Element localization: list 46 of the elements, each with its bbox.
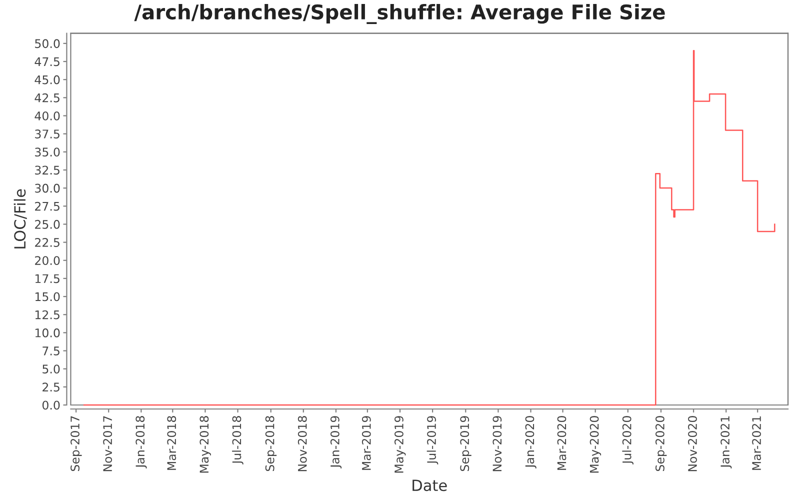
x-tick-label: Nov-2018: [298, 416, 307, 472]
x-tick-label: Nov-2017: [103, 416, 112, 472]
y-tick-label: 30.0: [35, 184, 60, 193]
x-tick-label: Jan-2020: [525, 416, 536, 468]
x-tick-label: Jan-2019: [330, 416, 342, 468]
y-tick-label: 47.5: [34, 57, 60, 66]
y-tick-label: 2.5: [42, 382, 60, 392]
y-tick-label: 42.5: [34, 93, 60, 102]
y-tick-label: 20.0: [35, 256, 60, 266]
x-tick-label: Jan-2021: [720, 416, 732, 468]
y-tick-label: 15.0: [35, 292, 60, 302]
y-tick-label: 17.5: [35, 274, 60, 284]
x-tick-label: Mar-2019: [362, 416, 371, 470]
x-tick-label: Sep-2019: [460, 416, 472, 472]
y-tick-label: 10.0: [35, 328, 60, 338]
y-tick-label: 25.0: [35, 220, 60, 229]
y-tick-label: 12.5: [35, 310, 60, 320]
y-tick-label: 27.5: [35, 202, 60, 211]
x-axis-title: Date: [412, 480, 447, 492]
y-tick-label: 5.0: [42, 364, 60, 374]
x-tick-label: May-2018: [200, 416, 211, 473]
y-tick-label: 35.0: [35, 148, 60, 157]
x-tick-label: Sep-2018: [265, 416, 277, 472]
x-tick-label: Jul-2019: [426, 416, 438, 464]
chart-title: /arch/branches/Spell_shuffle: Average File Size: [134, 4, 665, 24]
y-tick-label: 32.5: [35, 166, 60, 175]
x-tick-label: Mar-2020: [557, 416, 566, 470]
x-tick-label: May-2019: [394, 416, 406, 473]
y-tick-label: 0.0: [42, 400, 60, 410]
x-tick-label: Jan-2018: [136, 416, 147, 468]
x-tick-label: May-2020: [590, 416, 602, 473]
x-tick-label: Jul-2018: [232, 416, 244, 464]
x-tick-label: Mar-2021: [752, 416, 762, 470]
y-tick-label: 37.5: [35, 130, 60, 138]
x-tick-label: Nov-2020: [688, 416, 697, 472]
x-tick-label: Sep-2017: [70, 416, 82, 472]
x-tick-label: Mar-2018: [167, 416, 176, 470]
x-tick-label: Sep-2020: [655, 416, 667, 472]
x-tick-label: Jul-2020: [622, 416, 634, 464]
y-tick-label: 40.0: [34, 111, 60, 120]
y-tick-label: 7.5: [42, 346, 60, 356]
y-tick-label: 22.5: [35, 238, 60, 247]
y-axis-title: LOC/File: [14, 189, 27, 248]
y-tick-label: 45.0: [34, 75, 60, 84]
x-tick-label: Nov-2019: [492, 416, 502, 472]
y-tick-label: 50.0: [35, 39, 60, 48]
